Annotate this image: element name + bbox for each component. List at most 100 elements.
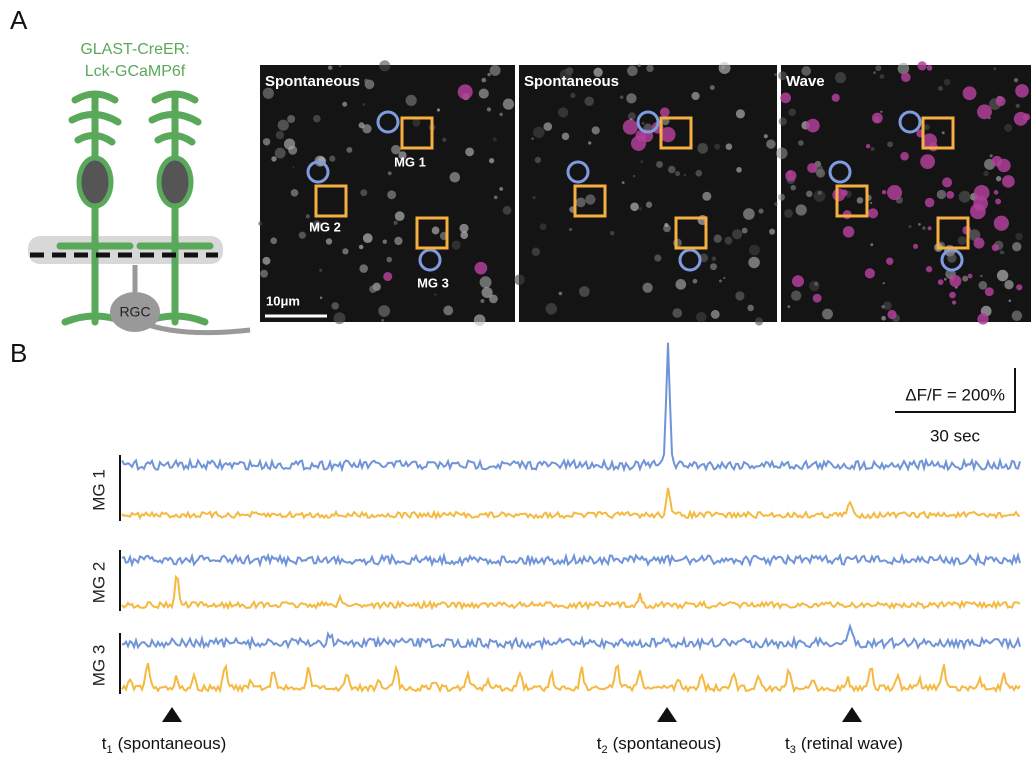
texture [436,108,441,112]
texture [431,226,440,235]
texture [674,170,681,177]
texture [814,281,819,287]
texture [359,264,369,273]
cell-label: MG 2 [309,219,341,234]
texture [989,154,993,158]
texture [584,96,595,107]
trace-cell-label: MG 3 [89,645,108,687]
activity [622,119,638,135]
texture [626,93,637,104]
activity [991,243,1000,252]
texture [489,294,498,304]
texture [947,253,957,263]
texture [637,63,641,67]
texture [758,208,764,214]
micrograph: Wave [775,61,1031,325]
texture [721,65,725,70]
activity [970,203,986,220]
texture [775,147,788,160]
texture [387,171,392,176]
activity [942,177,953,188]
event-label: t1 (spontaneous) [102,734,227,755]
texture [342,248,349,255]
texture [333,312,346,325]
soma-roi [306,160,330,184]
event-sub: 2 [601,744,607,756]
texture [725,143,733,151]
texture [362,233,373,244]
texture [627,112,636,121]
texture [663,224,671,233]
process-roi [400,116,434,150]
texture [941,131,945,135]
activity [864,268,875,279]
texture [641,122,645,125]
texture [362,124,372,134]
trace [121,342,1021,473]
texture [710,263,717,271]
texture [578,286,590,297]
texture [358,122,365,129]
texture [478,88,489,99]
texture [897,62,910,75]
texture [702,191,712,201]
soma-roi [898,110,922,134]
texture [543,122,553,131]
activity [997,158,1011,173]
texture [980,274,983,278]
rgc-label: RGC [119,304,150,320]
activity [887,185,903,201]
activity [457,84,473,100]
event-t: t [785,734,790,753]
event-t: t [597,734,602,753]
texture [787,305,791,309]
texture [664,222,669,227]
texture [379,60,391,72]
texture [656,160,664,168]
texture [271,156,277,162]
activity [912,243,919,249]
texture [398,151,407,160]
process-roi [415,216,449,250]
texture [943,78,951,86]
activity [867,208,879,219]
texture [691,91,700,101]
process-roi [936,216,970,250]
texture [360,189,368,197]
activity [900,72,911,83]
texture [732,229,743,240]
texture [937,85,943,91]
event-marker [842,707,862,722]
texture [870,243,874,247]
texture [875,65,882,72]
texture [319,268,323,272]
texture [532,195,536,200]
activity [1013,111,1028,126]
texture [262,256,271,265]
texture [569,227,573,232]
activity [785,170,797,182]
activity [926,65,933,71]
texture [465,147,475,157]
texture [724,236,733,245]
texture [364,78,369,83]
images: Spontaneous MG 1 MG 2 MG 3 10μm Spontaneous Wa… [258,60,1031,326]
event-sub: 3 [790,744,796,756]
texture [978,280,988,290]
texture [1011,310,1023,321]
schematic: GLAST-CreER: Lck-GCaMP6f RGC [28,41,251,336]
activity [995,96,1006,107]
event-text: (spontaneous) [613,734,722,753]
texture [387,190,397,200]
event-sub: 1 [106,744,112,756]
texture [531,247,541,256]
texture [558,291,563,296]
texture [645,201,653,208]
activity [946,190,955,199]
texture [908,225,912,229]
texture [609,230,615,236]
process-roi [314,184,348,218]
activity [886,257,894,265]
schematic-title: Lck-GCaMP6f [85,63,186,80]
texture [983,170,989,177]
